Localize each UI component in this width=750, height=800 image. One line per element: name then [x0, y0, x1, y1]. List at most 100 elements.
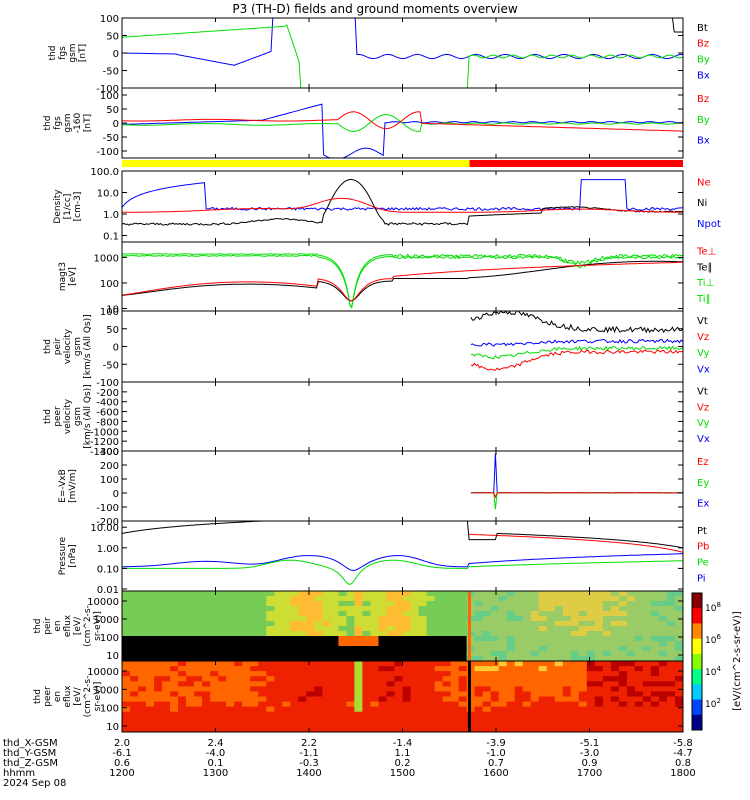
fgs-dsl-legend-1: By [697, 115, 710, 126]
orbit-row-label-1: thd_Y-GSM [3, 748, 56, 759]
plot-title: P3 (TH-D) fields and ground moments over… [232, 2, 518, 16]
peir-velocity-legend-3: Vx [697, 364, 710, 375]
temperature-legend-3: Ti∥ [696, 294, 711, 305]
fgs-ylabel-1: fgs [58, 46, 68, 60]
orbit-row-label-0: thd_X-GSM [3, 738, 58, 749]
fgs-legend-1: Bz [697, 39, 709, 50]
orbit-0-value-1: 2.4 [208, 738, 224, 749]
fgs-dsl-ylabel-2: gsm [63, 113, 73, 132]
fgs-series-By-line [122, 24, 683, 88]
peir-velocity-series-Vt [470, 311, 683, 334]
peer-spectrogram-ytick-label-2: 100 [100, 704, 119, 715]
orbit-2-value-1: 0.1 [208, 758, 224, 769]
peer-spectrogram-ylabel-3: eflux [63, 685, 73, 708]
pressure-legend-1: Pb [697, 542, 709, 553]
density-legend-1: Ni [697, 198, 707, 209]
fgs-dsl-series-By-line [122, 114, 683, 132]
fgs-dsl-ytick-label-2: 0 [113, 119, 119, 130]
peer-velocity-legend-1: Vz [697, 402, 709, 413]
colorbar-band-8 [692, 714, 702, 731]
orbit-0-value-5: -5.1 [580, 738, 600, 749]
fgs-dsl-ytick-label-0: 100 [100, 91, 119, 102]
peir-velocity-ytick-label-2: 0 [113, 343, 119, 354]
efield-ytick-label-1: 200 [100, 461, 119, 472]
temperature-ytick-label-2: 10 [106, 305, 119, 316]
peir-velocity-legend-2: Vy [697, 348, 710, 359]
peir-spectrogram-ylabel-4: [eV/ [73, 616, 83, 635]
orbit-0-value-3: -1.4 [393, 738, 413, 749]
peir-velocity-ylabel-3: gsm [73, 337, 83, 356]
density-series-Ni [122, 179, 683, 226]
fgs-ytick-label-0: 100 [100, 14, 119, 25]
fgs-dsl-ylabel-1: fgs [53, 116, 63, 130]
peir-spectrogram-ylabel-1: peir [43, 617, 53, 635]
temperature-legend-0: Te⊥ [696, 247, 716, 258]
peir-velocity-ylabel-2: velocity [63, 328, 73, 364]
fgs-series-By [122, 24, 683, 88]
temperature-series-Te [122, 261, 683, 302]
peer-spectrogram-ylabel-5: (cm^2-s- [83, 676, 93, 718]
peer-velocity-ylabel-2: velocity [63, 398, 73, 434]
pressure-series-Pt [122, 521, 683, 549]
fgs-ylabel-2: gsm [68, 43, 78, 62]
fgs-legend-3: Bx [697, 71, 710, 82]
colorbar-band-6 [692, 684, 702, 701]
peir-spectrogram-cells [122, 591, 683, 661]
x-axis-label: hhmm [3, 768, 35, 779]
peer-velocity-ytick-label-6: -1400 [90, 447, 119, 458]
efield-series-Ex [470, 453, 683, 494]
pressure-ylabel-1: [nPa] [68, 544, 78, 567]
fgs-legend-0: Bt [697, 23, 708, 34]
fgs-dsl-series-Bz [122, 111, 683, 132]
pressure-series-Pe [122, 559, 683, 585]
orbit-1-value-1: -4.0 [206, 748, 226, 759]
colorbar-label: [eV/(cm^2-s-sr-eV)] [732, 611, 743, 711]
fgs-dsl-ylabel-0: thd [43, 116, 53, 131]
fgs-ytick-label-1: 50 [106, 32, 119, 43]
fgs-dsl-ytick-label-3: -50 [103, 133, 119, 144]
density-ytick-label-0: 100.0 [90, 167, 119, 178]
fgs-ylabel-0: thd [48, 46, 58, 61]
orbit-2-value-3: 0.2 [395, 758, 411, 769]
efield-series-Ez-line [470, 492, 683, 499]
mode-bar-segment-0 [122, 160, 470, 167]
peir-spectrogram-ylabel-0: thd [33, 619, 43, 634]
temperature-ylabel-0: magt3 [58, 262, 68, 291]
peer-velocity-legend-2: Vy [697, 418, 710, 429]
temperature-frame [121, 241, 684, 312]
fgs-dsl-ylabel-4: [nT] [83, 114, 93, 132]
peir-velocity-frame [121, 310, 684, 383]
pressure-series-Pb [469, 533, 683, 553]
peir-spectrogram-ytick-label-0: 10000 [87, 597, 119, 608]
pressure-legend-3: Pi [697, 574, 706, 585]
peer-velocity-ylabel-3: gsm [73, 407, 83, 426]
fgs-series-Bx-line [122, 18, 683, 66]
colorbar-band-2 [692, 623, 702, 640]
peir-spectrogram-ytick-label-1: 1000 [94, 615, 119, 626]
peer-spectrogram-ytick-label-3: 10 [106, 722, 119, 733]
density-legend-2: Npot [697, 219, 721, 230]
peir-velocity-series-Vy [470, 345, 683, 360]
peer-spectrogram-ylabel-2: en [53, 691, 63, 702]
efield-ytick-label-5: -200 [96, 517, 119, 528]
colorbar-tick-1: 106 [705, 633, 721, 646]
peir-velocity-ytick-label-3: -50 [103, 360, 119, 371]
density-ytick-label-1: 10.0 [97, 189, 119, 200]
peir-spectrogram-transition-stripe [467, 591, 471, 661]
orbit-row-label-2: thd_Z-GSM [3, 758, 58, 769]
pressure-ytick-label-1: 1.00 [97, 544, 119, 555]
pressure-series-Pb-line [469, 533, 683, 553]
colorbar-band-0 [692, 593, 702, 609]
peir-spectrogram-ytick-label-3: 10 [106, 651, 119, 662]
peir-spectrogram-ytick-label-2: 100 [100, 633, 119, 644]
orbit-1-value-5: -3.0 [580, 748, 600, 759]
colorbar-tick-2: 104 [705, 665, 721, 678]
colorbar-band-3 [692, 638, 702, 655]
peir-velocity-ytick-label-0: 100 [100, 307, 119, 318]
fgs-dsl-ytick-label-1: 50 [106, 105, 119, 116]
efield-ytick-label-3: 0 [113, 489, 119, 500]
peer-velocity-legend-3: Vx [697, 434, 710, 445]
orbit-2-value-0: 0.6 [114, 758, 130, 769]
peir-velocity-ytick-label-4: -100 [96, 378, 119, 389]
